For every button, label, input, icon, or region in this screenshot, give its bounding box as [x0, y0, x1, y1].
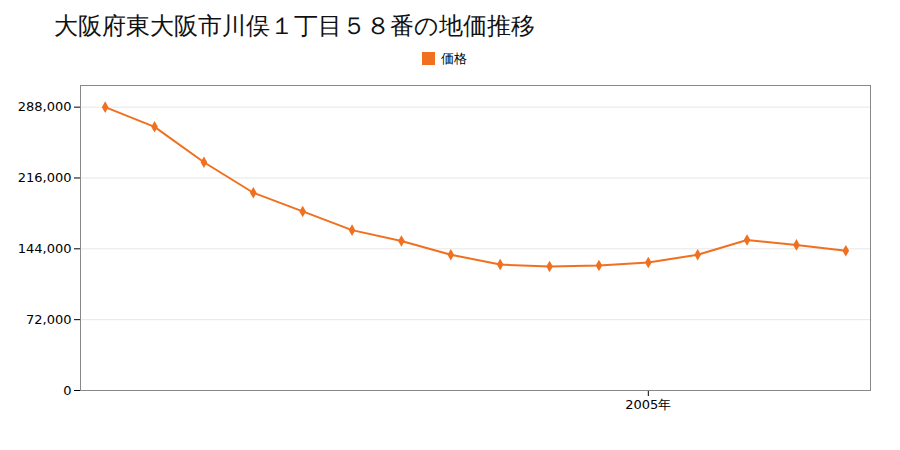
svg-text:288,000: 288,000: [18, 99, 72, 114]
svg-text:0: 0: [63, 383, 71, 398]
html-text:価格: 価格: [440, 51, 467, 66]
svg-text:2005年: 2005年: [625, 397, 671, 412]
svg-text:216,000: 216,000: [18, 170, 72, 185]
html-text:大阪府東大阪市川俣１丁目５８番の地価推移: 大阪府東大阪市川俣１丁目５８番の地価推移: [54, 12, 535, 40]
svg-text:144,000: 144,000: [18, 241, 72, 256]
svg-text:72,000: 72,000: [26, 312, 72, 327]
